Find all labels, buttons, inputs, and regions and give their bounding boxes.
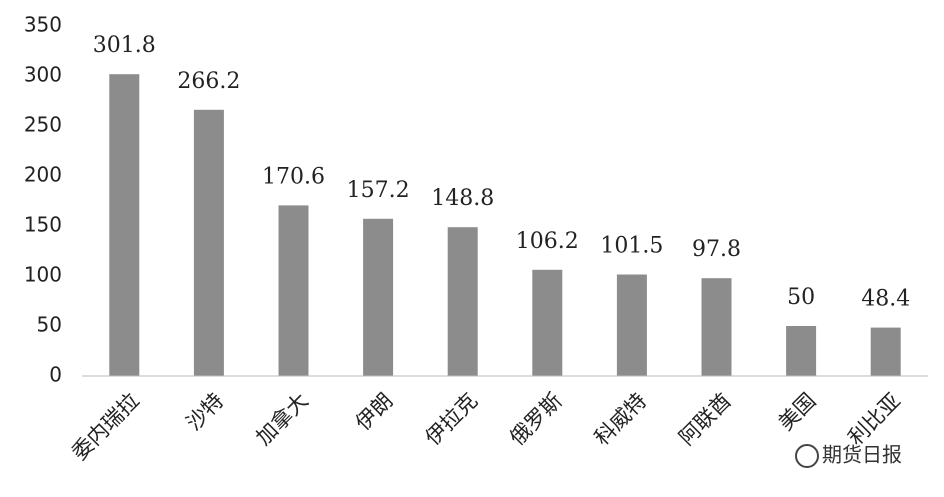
data-label: 106.2 <box>516 229 579 254</box>
data-label: 301.8 <box>93 33 156 58</box>
watermark-text: 期货日报 <box>822 443 902 467</box>
x-tick-label: 俄罗斯 <box>505 388 567 450</box>
data-label: 266.2 <box>177 69 240 94</box>
bar <box>278 205 309 376</box>
bar <box>193 109 224 377</box>
x-tick-label: 美国 <box>774 388 821 435</box>
y-tick-label: 100 <box>24 263 62 287</box>
bar <box>701 278 732 376</box>
y-tick-label: 150 <box>24 213 62 237</box>
data-label: 170.6 <box>262 164 325 189</box>
x-tick-label: 伊朗 <box>351 388 398 435</box>
x-tick-label: 委内瑞拉 <box>67 388 143 464</box>
bar <box>532 269 563 376</box>
data-label: 97.8 <box>692 237 741 262</box>
y-tick-label: 200 <box>24 163 62 187</box>
data-label: 50 <box>787 285 815 310</box>
bar <box>616 274 647 376</box>
y-tick-label: 50 <box>37 313 62 337</box>
bar <box>786 326 817 376</box>
y-tick-label: 0 <box>49 363 62 387</box>
y-tick-label: 250 <box>24 113 62 137</box>
data-label: 101.5 <box>600 234 663 259</box>
x-tick-label: 伊拉克 <box>421 388 483 450</box>
data-label: 157.2 <box>347 178 410 203</box>
y-tick-label: 350 <box>24 13 62 37</box>
x-tick-label: 沙特 <box>182 388 229 435</box>
watermark-icon <box>795 444 819 468</box>
x-tick-label: 科威特 <box>590 388 652 450</box>
x-tick-label: 阿联酋 <box>674 388 736 450</box>
data-label: 48.4 <box>861 287 910 312</box>
x-tick-label: 利比亚 <box>844 388 906 450</box>
bar <box>363 218 394 376</box>
bar <box>870 327 901 376</box>
data-label: 148.8 <box>431 186 494 211</box>
x-tick-label: 加拿大 <box>251 388 313 450</box>
bar <box>447 227 478 376</box>
watermark: 期货日报 <box>795 443 902 468</box>
bar <box>109 74 140 376</box>
y-tick-label: 300 <box>24 63 62 87</box>
